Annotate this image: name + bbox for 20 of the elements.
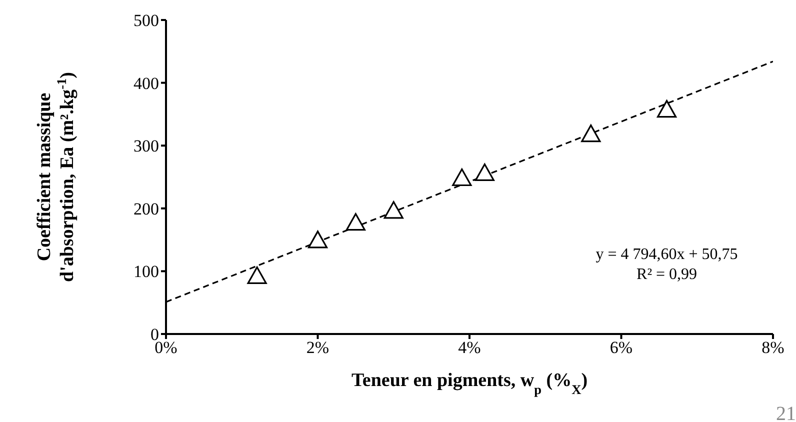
- y-tick-label: 400: [134, 74, 159, 93]
- x-tick-label: 6%: [610, 338, 633, 358]
- y-tick-label: 100: [134, 262, 159, 282]
- point: [346, 213, 366, 231]
- point: [308, 230, 328, 248]
- point: [656, 100, 677, 118]
- x-tick-label: 2%: [306, 338, 330, 358]
- x-axis-title: Teneur en pigments, w$_{p}$ (%$_{X}$): [351, 370, 588, 396]
- annotation: y = 4 794,60x + 50,75 R² = 0,99: [596, 244, 738, 285]
- point: [581, 124, 601, 142]
- point: [384, 201, 404, 219]
- point: [474, 163, 494, 182]
- y-tick-label: 500: [134, 11, 159, 30]
- x-tick-label: 8%: [762, 338, 784, 358]
- x-tick-label: 4%: [458, 338, 481, 358]
- y-tick-label: 200: [134, 199, 159, 218]
- point: [247, 266, 267, 284]
- text: 21: [776, 403, 796, 422]
- y-tick-label: 300: [134, 136, 159, 156]
- point: [452, 168, 472, 186]
